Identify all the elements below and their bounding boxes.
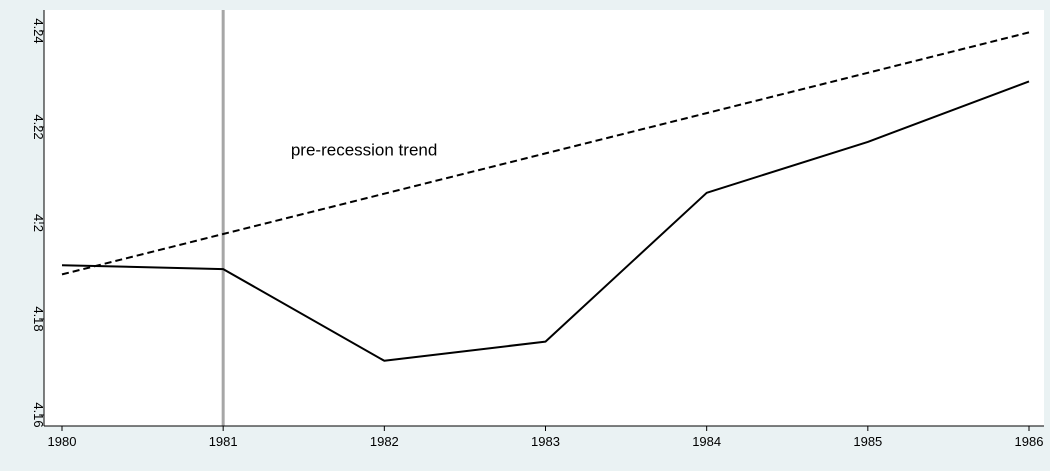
- x-tick-label: 1986: [1015, 434, 1044, 449]
- plot-area: [44, 10, 1044, 426]
- y-tick-label: 4.18: [31, 306, 46, 331]
- x-tick-label: 1981: [209, 434, 238, 449]
- y-tick-label: 4.2: [31, 214, 46, 232]
- y-tick-label: 4.16: [31, 402, 46, 427]
- x-tick-label: 1983: [531, 434, 560, 449]
- x-tick-label: 1980: [48, 434, 77, 449]
- x-tick-label: 1982: [370, 434, 399, 449]
- series-line-trend: [61, 31, 1030, 276]
- series-line-actual: [61, 80, 1030, 362]
- x-tick-label: 1984: [692, 434, 721, 449]
- y-tick-label: 4.24: [31, 18, 46, 43]
- annotation-pre-recession-trend: pre-recession trend: [291, 140, 437, 159]
- y-tick-label: 4.22: [31, 114, 46, 139]
- x-tick-label: 1985: [853, 434, 882, 449]
